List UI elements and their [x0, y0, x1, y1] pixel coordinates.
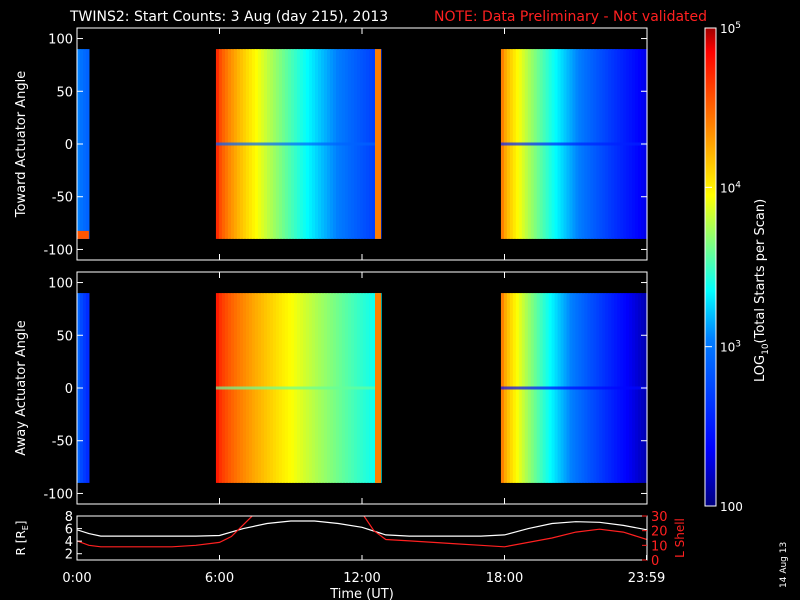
toward-ytick-label: 50 — [56, 85, 73, 100]
away-ytick-label: -50 — [52, 435, 73, 450]
away-zero-band — [500, 386, 647, 390]
toward-edge-strip — [375, 49, 381, 239]
orbit-xlabel: Time (UT) — [329, 587, 394, 600]
colorbar-tick-label: 100 — [720, 500, 743, 514]
colorbar-tick-label: 105 — [720, 21, 741, 36]
orbit-right-ytick-label: 0 — [651, 554, 659, 569]
lshell-line — [77, 516, 647, 548]
orbit-left-ytick-label: 2 — [65, 548, 73, 563]
orbit-right-ylabel: L Shell — [673, 518, 687, 558]
orbit-right-ytick-label: 10 — [651, 539, 668, 554]
away-data-block — [500, 293, 648, 483]
colorbar-label-rest: (Total Starts per Scan) — [753, 199, 768, 344]
colorbar-tick-label: 103 — [720, 340, 741, 355]
away-ytick-label: 50 — [56, 329, 73, 344]
colorbar-tick-exp: 3 — [735, 340, 741, 350]
toward-data-block — [215, 49, 382, 239]
colorbar-tick-exp: 4 — [735, 180, 741, 190]
colorbar-gradient — [704, 27, 717, 507]
orbit-xtick-label: 6:00 — [205, 571, 234, 586]
colorbar-tick-base: 100 — [720, 500, 743, 514]
colorbar-label: LOG10(Total Starts per Scan) — [753, 199, 771, 382]
away-ytick-label: -100 — [43, 487, 73, 502]
toward-ytick-label: 0 — [65, 138, 73, 153]
colorbar-tick-exp: 5 — [735, 21, 741, 31]
colorbar-tick-base: 10 — [720, 22, 735, 36]
colorbar-label-main: LOG — [753, 355, 768, 382]
toward-ytick-label: 100 — [48, 33, 73, 48]
chart-title: TWINS2: Start Counts: 3 Aug (day 215), 2… — [69, 9, 388, 25]
toward-heatmap-panel: 100 50 0 -50 -100 Toward Actuator Angle — [14, 27, 648, 261]
colorbar-tick-base: 10 — [720, 181, 735, 195]
orbit-left-ylabel-end: ] — [14, 521, 28, 526]
away-ytick-label: 0 — [65, 382, 73, 397]
orbit-left-ylabel-sub: E — [21, 525, 30, 530]
orbit-left-ytick-label: 4 — [65, 535, 73, 550]
away-data-block — [215, 293, 382, 483]
orbit-left-ytick-label: 6 — [65, 523, 73, 538]
toward-data-block — [500, 49, 648, 239]
colorbar: LOG10(Total Starts per Scan) 10510410310… — [704, 21, 771, 514]
away-zero-band — [215, 386, 381, 390]
away-heatmap-cell — [85, 293, 90, 483]
toward-heatmap-cell — [82, 49, 87, 239]
colorbar-tick-label: 104 — [720, 180, 741, 195]
toward-ylabel: Toward Actuator Angle — [14, 71, 29, 218]
toward-edge-strip — [77, 230, 89, 239]
toward-zero-band — [500, 142, 647, 146]
orbit-xtick-label: 0:00 — [62, 571, 91, 586]
orbit-xtick-label: 18:00 — [486, 571, 523, 586]
orbit-left-ylabel: R [RE] — [14, 521, 30, 556]
orbit-xtick-label: 23:59 — [628, 571, 665, 586]
orbit-left-ylabel-main: R [R — [14, 530, 28, 555]
orbit-xtick-label: 12:00 — [343, 571, 380, 586]
away-heatmap-cell — [82, 293, 87, 483]
orbit-left-ytick-label: 8 — [65, 510, 73, 525]
away-heatmap-panel: 100 50 0 -50 -100 Away Actuator Angle — [14, 271, 648, 505]
toward-ytick-label: -50 — [52, 191, 73, 206]
colorbar-tick-base: 10 — [720, 341, 735, 355]
radius-line — [77, 520, 647, 537]
toward-ytick-label: -100 — [43, 243, 73, 258]
colorbar-label-sub: 10 — [761, 343, 771, 355]
orbit-right-ytick-label: 30 — [651, 510, 668, 525]
date-stamp: 14 Aug 13 — [779, 542, 789, 588]
toward-heatmap-cell — [85, 49, 90, 239]
orbit-right-ytick-label: 20 — [651, 525, 668, 540]
preliminary-note: NOTE: Data Preliminary - Not validated — [434, 9, 707, 25]
away-ylabel: Away Actuator Angle — [14, 320, 29, 455]
away-ytick-label: 100 — [48, 277, 73, 292]
away-edge-strip — [375, 293, 381, 483]
toward-zero-band — [215, 142, 381, 146]
